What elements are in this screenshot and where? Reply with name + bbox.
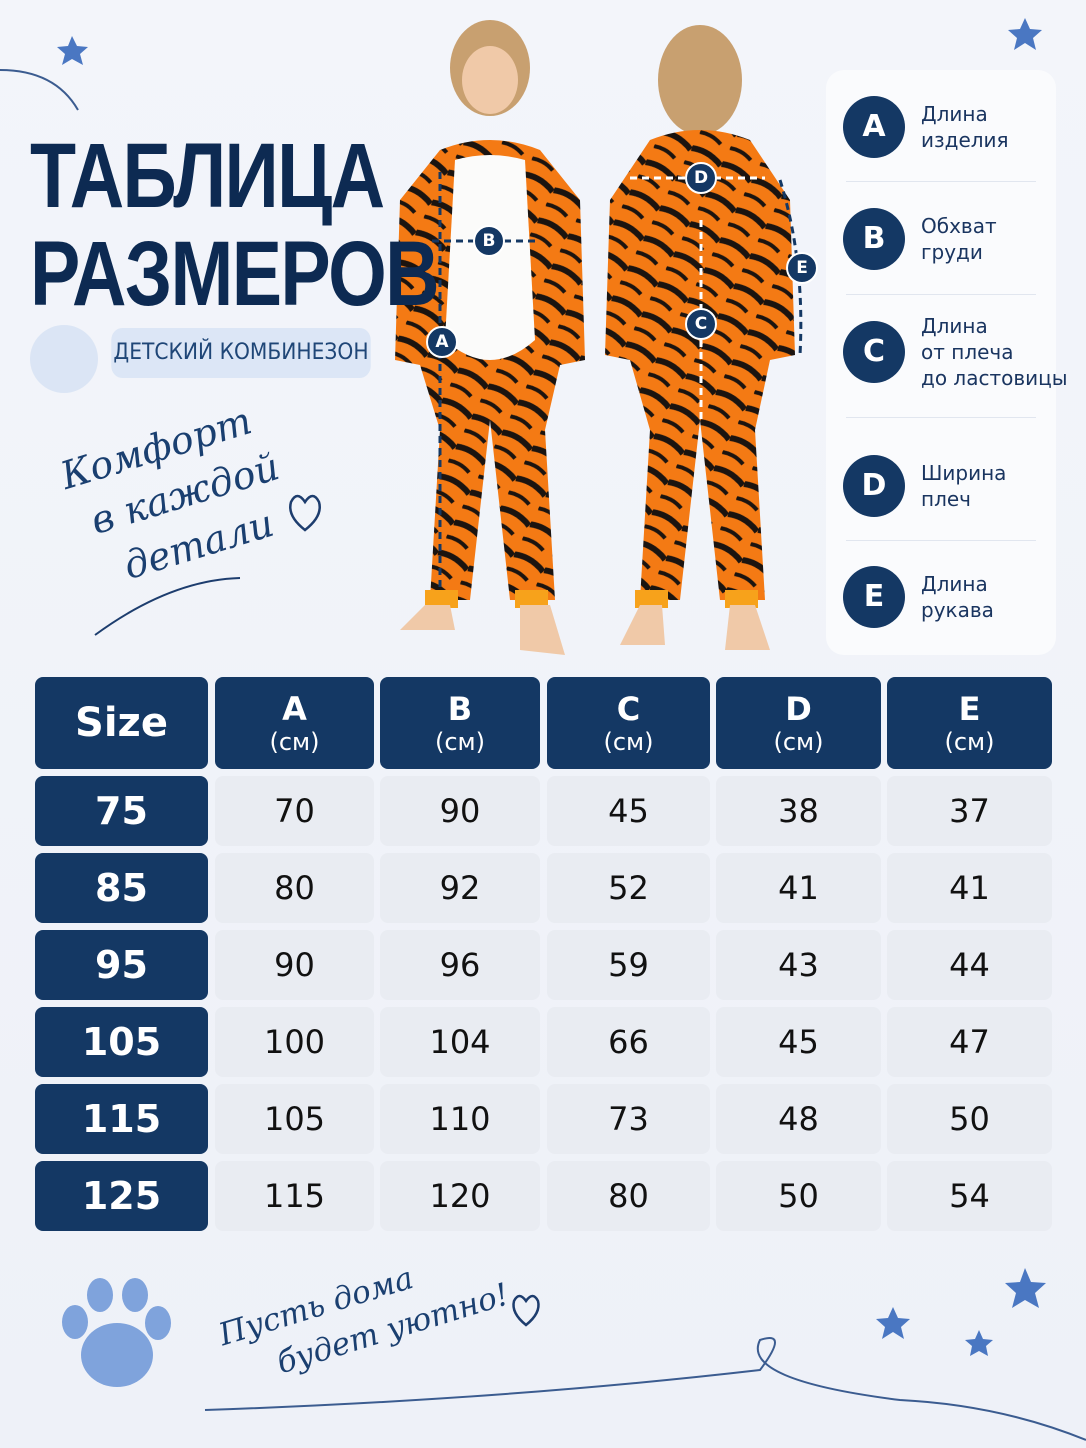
- value-cell: 47: [887, 1007, 1052, 1077]
- value-cell: 50: [716, 1161, 881, 1231]
- value-cell: 66: [547, 1007, 710, 1077]
- size-cell: 125: [35, 1161, 208, 1231]
- header-unit: (см): [944, 728, 995, 756]
- legend-letter: A: [843, 96, 905, 158]
- legend-text: Ширина: [921, 461, 1007, 485]
- header-label: E: [958, 690, 981, 728]
- header-label: C: [616, 690, 641, 728]
- measure-label: A: [426, 326, 458, 358]
- measure-label: E: [786, 252, 818, 284]
- legend-text: рукава: [921, 598, 994, 622]
- measure-label: C: [685, 308, 717, 340]
- header-label: B: [447, 690, 473, 728]
- separator: [846, 539, 1036, 541]
- value-cell: 44: [887, 930, 1052, 1000]
- legend-text: Длина: [921, 314, 988, 338]
- legend-letter: E: [843, 566, 905, 628]
- value-cell: 96: [380, 930, 540, 1000]
- separator: [846, 293, 1036, 295]
- header-cell: D (см): [716, 677, 881, 769]
- value-cell: 59: [547, 930, 710, 1000]
- value-cell: 37: [887, 776, 1052, 846]
- value-cell: 70: [215, 776, 374, 846]
- header-label: Size: [75, 700, 168, 746]
- value-cell: 115: [215, 1161, 374, 1231]
- header-label: D: [785, 690, 812, 728]
- value-cell: 105: [215, 1084, 374, 1154]
- value-cell: 38: [716, 776, 881, 846]
- size-cell: 85: [35, 853, 208, 923]
- value-cell: 52: [547, 853, 710, 923]
- separator: [846, 181, 1036, 182]
- measure-label: D: [685, 162, 717, 194]
- header-cell: Size: [35, 677, 208, 769]
- header-unit: (см): [269, 728, 320, 756]
- value-cell: 90: [215, 930, 374, 1000]
- size-cell: 75: [35, 776, 208, 846]
- value-cell: 92: [380, 853, 540, 923]
- value-cell: 43: [716, 930, 881, 1000]
- value-cell: 54: [887, 1161, 1052, 1231]
- legend-text: Длина: [921, 102, 988, 126]
- paw-icon: [30, 325, 98, 393]
- badge: ДЕТСКИЙ КОМБИНЕЗОН: [111, 328, 371, 378]
- value-cell: 41: [887, 853, 1052, 923]
- value-cell: 80: [215, 853, 374, 923]
- value-cell: 110: [380, 1084, 540, 1154]
- legend-text: Обхват: [921, 214, 997, 238]
- value-cell: 45: [547, 776, 710, 846]
- size-cell: 95: [35, 930, 208, 1000]
- legend-letter: C: [843, 321, 905, 383]
- header-unit: (см): [603, 728, 654, 756]
- value-cell: 120: [380, 1161, 540, 1231]
- title-line: РАЗМЕРОВ: [30, 223, 440, 325]
- legend-text: до ластовицы: [921, 366, 1068, 390]
- legend-text: от плеча: [921, 340, 1014, 364]
- separator: [846, 417, 1036, 418]
- header-cell: B (см): [380, 677, 540, 769]
- measure-label: B: [473, 225, 505, 257]
- legend-letter: B: [843, 208, 905, 270]
- value-cell: 41: [716, 853, 881, 923]
- legend-letter: D: [843, 455, 905, 517]
- header-label: A: [282, 690, 307, 728]
- header-cell: E (см): [887, 677, 1052, 769]
- value-cell: 50: [887, 1084, 1052, 1154]
- legend-text: груди: [921, 240, 983, 264]
- legend-text: Длина: [921, 572, 988, 596]
- header-cell: A (см): [215, 677, 374, 769]
- header-unit: (см): [773, 728, 824, 756]
- value-cell: 104: [380, 1007, 540, 1077]
- legend-text: плеч: [921, 487, 971, 511]
- header-cell: C (см): [547, 677, 710, 769]
- size-cell: 115: [35, 1084, 208, 1154]
- value-cell: 90: [380, 776, 540, 846]
- value-cell: 100: [215, 1007, 374, 1077]
- value-cell: 48: [716, 1084, 881, 1154]
- value-cell: 45: [716, 1007, 881, 1077]
- header-unit: (см): [434, 728, 486, 756]
- size-cell: 105: [35, 1007, 208, 1077]
- value-cell: 80: [547, 1161, 710, 1231]
- value-cell: 73: [547, 1084, 710, 1154]
- legend-text: изделия: [921, 128, 1009, 152]
- title-line: ТАБЛИЦА: [30, 125, 385, 227]
